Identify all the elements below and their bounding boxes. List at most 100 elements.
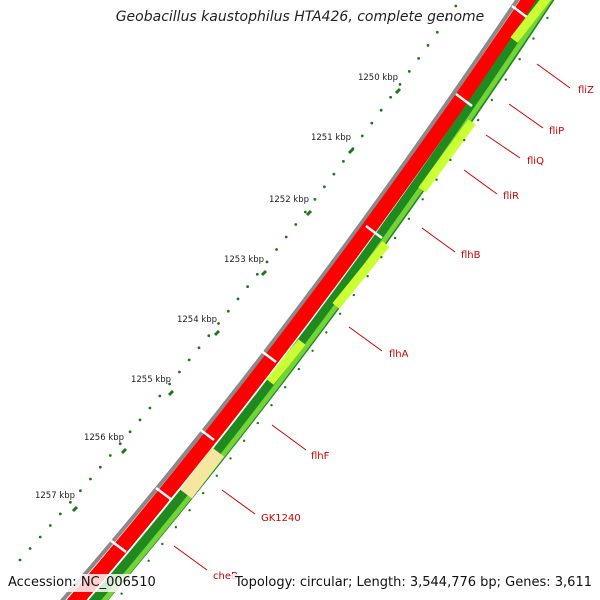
track-tick <box>421 198 424 201</box>
gene-label-fliz[interactable]: fliZ <box>578 85 594 96</box>
scale-dot <box>323 185 326 189</box>
reverse-cds-segment[interactable] <box>332 241 390 309</box>
gene-callout-line <box>485 134 521 159</box>
track-tick <box>393 236 397 240</box>
reverse-strand-highlight <box>101 0 553 600</box>
scale-dot <box>303 210 307 214</box>
scale-dot <box>389 95 392 99</box>
scale-dot <box>148 406 152 410</box>
scale-label: 1251 kbp <box>311 133 351 143</box>
track-tick <box>532 37 535 40</box>
track-tick <box>215 474 218 477</box>
track-tick <box>202 491 205 495</box>
scale-dot <box>28 547 32 550</box>
track-tick <box>188 509 191 512</box>
scale-dot <box>236 297 240 301</box>
scale-major-tick <box>71 505 79 513</box>
track-tick <box>504 78 507 81</box>
scale-dot <box>435 30 439 34</box>
gene-boundary <box>365 225 383 239</box>
gene-callout-line <box>508 103 544 129</box>
scale-dot <box>313 198 317 201</box>
gene-callout-line <box>173 545 208 571</box>
scale-major-tick <box>167 389 175 397</box>
track-tick <box>338 312 342 315</box>
scale-dot <box>128 430 132 434</box>
gene-callout-line <box>348 326 383 352</box>
gene-label-flip[interactable]: fliP <box>549 126 564 137</box>
gene-boundary <box>109 539 127 553</box>
genome-summary: Topology: circular; Length: 3,544,776 bp… <box>231 574 595 592</box>
scale-major-tick <box>120 447 128 455</box>
scale-dot <box>79 489 82 493</box>
reverse-strand-track <box>88 0 555 600</box>
scale-major-tick <box>260 269 268 277</box>
scale-dot <box>168 382 172 386</box>
genome-backbone <box>60 0 520 600</box>
reverse-cds-segment[interactable] <box>418 119 476 193</box>
track-tick <box>380 256 383 259</box>
track-tick <box>518 58 521 61</box>
scale-major-tick <box>305 209 313 217</box>
scale-dot <box>294 223 298 226</box>
scale-dot <box>255 272 259 276</box>
scale-dot <box>398 83 402 86</box>
reverse-cds-segment[interactable] <box>510 0 552 43</box>
scale-dot <box>108 454 112 457</box>
scale-dot <box>417 57 420 60</box>
track-tick <box>449 158 452 162</box>
scale-dot <box>69 500 72 504</box>
track-tick <box>490 98 494 102</box>
forward-strand-track <box>66 0 539 600</box>
scale-dot <box>18 558 22 562</box>
scale-dot <box>407 70 411 73</box>
track-tick <box>270 404 273 407</box>
gene-label-gk1240[interactable]: GK1240 <box>261 513 301 524</box>
scale-label: 1253 kbp <box>224 255 264 265</box>
gene-boundary <box>197 427 215 441</box>
gene-label-flhb[interactable]: flhB <box>461 250 481 261</box>
scale-dot <box>38 535 42 539</box>
scale-label: 1257 kbp <box>35 491 75 501</box>
track-tick <box>256 421 259 425</box>
track-tick <box>435 178 438 181</box>
track-tick <box>174 526 178 529</box>
scale-dot <box>89 477 92 481</box>
scale-dot <box>217 322 220 325</box>
gene-callout-line <box>421 227 456 253</box>
scale-dot <box>138 418 142 422</box>
track-tick <box>311 349 314 352</box>
scale-dot <box>284 235 288 239</box>
scale-dot <box>379 108 383 112</box>
gene-boundary <box>511 5 529 19</box>
track-tick <box>546 16 549 20</box>
track-tick <box>120 592 123 595</box>
reverse-cds-segment[interactable] <box>266 339 306 385</box>
scale-dot <box>275 248 278 251</box>
gene-label-fliq[interactable]: fliQ <box>527 156 544 167</box>
scale-dot <box>246 285 250 288</box>
gene-label-flha[interactable]: flhA <box>389 349 409 360</box>
genome-title: Geobacillus kaustophilus HTA426, complet… <box>115 9 485 25</box>
gene-label-flir[interactable]: fliR <box>503 191 519 202</box>
scale-dot <box>454 4 458 8</box>
gk1240-segment[interactable] <box>180 447 224 499</box>
scale-dot <box>98 465 102 469</box>
track-tick <box>325 331 328 334</box>
scale-major-tick <box>213 329 221 337</box>
track-tick <box>463 138 466 142</box>
gene-boundary <box>455 93 473 107</box>
track-tick <box>284 386 287 389</box>
scale-dot <box>342 160 345 163</box>
track-tick <box>242 439 246 442</box>
scale-dot <box>370 121 374 125</box>
scale-dot <box>445 17 448 21</box>
accession-label: Accession: NC_006510 <box>5 574 159 592</box>
scale-dot <box>118 442 122 446</box>
gene-label-flhf[interactable]: flhF <box>311 451 330 462</box>
gene-callout-line <box>221 489 256 515</box>
scale-dot <box>426 44 430 47</box>
gene-label-cheb[interactable]: cheB <box>213 571 238 582</box>
scale-label: 1254 kbp <box>177 315 217 325</box>
